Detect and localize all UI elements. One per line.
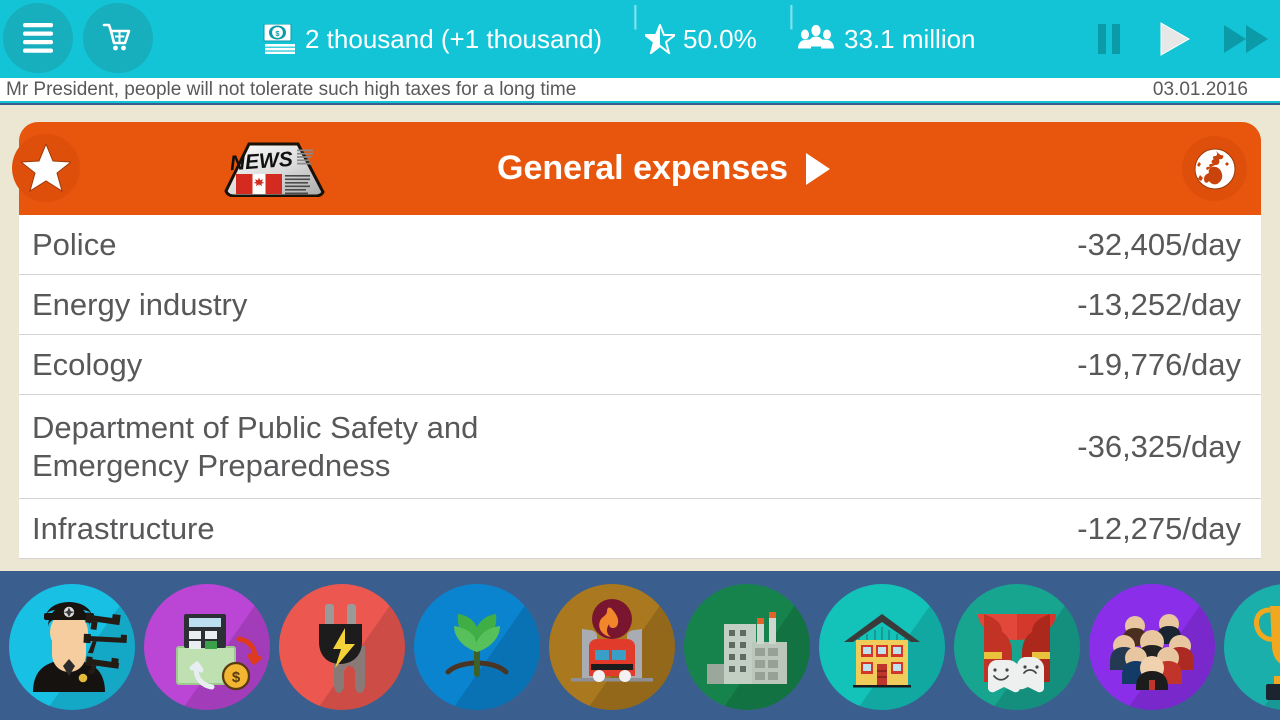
svg-text:NEWS: NEWS <box>229 148 293 175</box>
svg-text:$: $ <box>232 669 241 686</box>
